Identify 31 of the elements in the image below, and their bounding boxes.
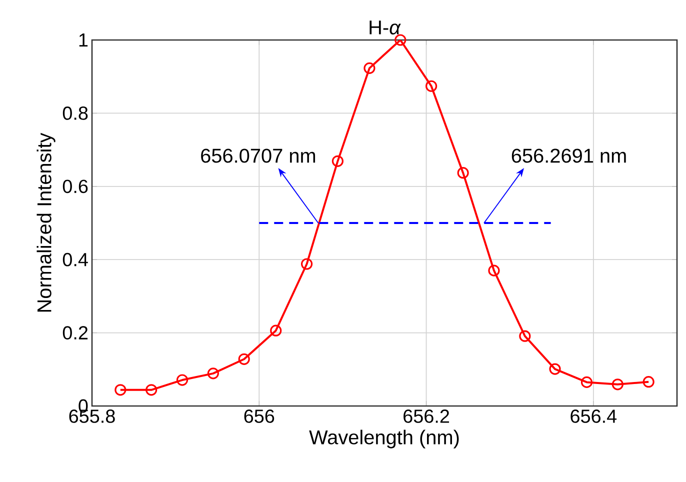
- point: [642, 376, 654, 388]
- y-tick-label: 0.8: [62, 106, 88, 120]
- y-tick-label: 0.6: [62, 180, 88, 194]
- point: [612, 378, 624, 390]
- y-tick-label: 1: [79, 33, 88, 47]
- x-tick-label: 656: [244, 410, 274, 423]
- x-tick-label: 656.2: [404, 410, 450, 423]
- point: [549, 363, 561, 375]
- point: [519, 330, 531, 342]
- point: [457, 167, 469, 179]
- x-tick-label: 656.4: [570, 410, 617, 423]
- point: [176, 374, 188, 386]
- chart-title: H-α: [370, 20, 401, 34]
- annotation: 656.2691 nm: [512, 148, 626, 163]
- point: [270, 324, 282, 336]
- annotation: 656.0707 nm: [201, 148, 316, 163]
- point: [114, 384, 126, 396]
- point: [300, 258, 313, 270]
- point: [238, 353, 250, 365]
- point: [580, 376, 593, 388]
- point: [394, 34, 406, 46]
- point: [364, 62, 376, 74]
- y-axis-title: Normalized Intensity: [36, 132, 56, 312]
- point: [426, 80, 438, 92]
- point: [207, 368, 219, 380]
- y-tick-label: 0.2: [62, 326, 88, 340]
- point: [488, 264, 500, 276]
- x-axis-title: Wavelength (nm): [309, 430, 459, 448]
- point: [146, 384, 158, 396]
- y-tick-label: 0.4: [62, 252, 88, 266]
- point: [332, 155, 344, 167]
